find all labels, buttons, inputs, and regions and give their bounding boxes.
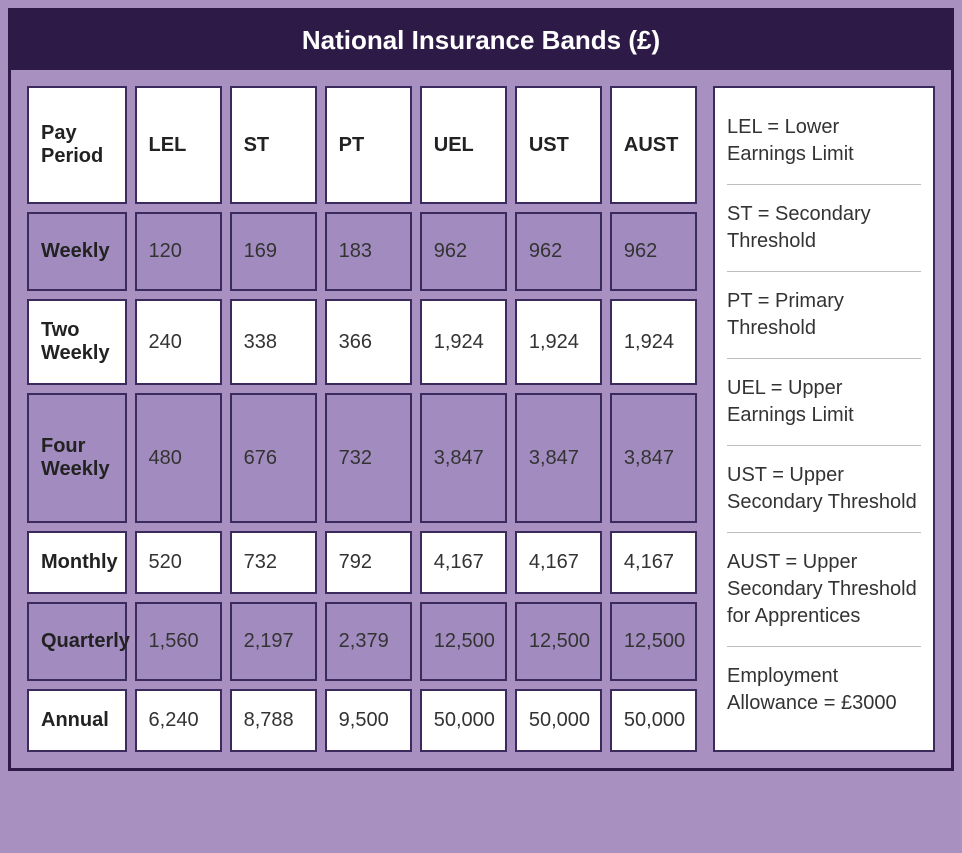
cell: 50,000 bbox=[420, 689, 507, 752]
cell: 120 bbox=[135, 212, 222, 291]
legend-divider bbox=[727, 445, 921, 446]
cell: 50,000 bbox=[610, 689, 697, 752]
cell: 962 bbox=[610, 212, 697, 291]
col-st: ST bbox=[230, 86, 317, 204]
table-body: Weekly 120 169 183 962 962 962 Two Weekl… bbox=[27, 212, 697, 752]
cell: 2,379 bbox=[325, 602, 412, 681]
cell: 12,500 bbox=[610, 602, 697, 681]
row-label: Two Weekly bbox=[27, 299, 127, 385]
cell: 480 bbox=[135, 393, 222, 523]
cell: 6,240 bbox=[135, 689, 222, 752]
cell: 732 bbox=[325, 393, 412, 523]
cell: 732 bbox=[230, 531, 317, 594]
cell: 1,924 bbox=[515, 299, 602, 385]
legend-item: ST = Secondary Threshold bbox=[727, 189, 921, 267]
ni-bands-panel: National Insurance Bands (£) Pay Period … bbox=[8, 8, 954, 771]
col-ust: UST bbox=[515, 86, 602, 204]
legend-divider bbox=[727, 358, 921, 359]
legend-item: Employment Allowance = £3000 bbox=[727, 651, 921, 729]
cell: 183 bbox=[325, 212, 412, 291]
table-row: Weekly 120 169 183 962 962 962 bbox=[27, 212, 697, 291]
cell: 8,788 bbox=[230, 689, 317, 752]
table-row: Monthly 520 732 792 4,167 4,167 4,167 bbox=[27, 531, 697, 594]
cell: 12,500 bbox=[420, 602, 507, 681]
cell: 3,847 bbox=[610, 393, 697, 523]
col-lel: LEL bbox=[135, 86, 222, 204]
cell: 50,000 bbox=[515, 689, 602, 752]
legend-item: AUST = Upper Secondary Threshold for App… bbox=[727, 537, 921, 642]
cell: 366 bbox=[325, 299, 412, 385]
ni-bands-table: Pay Period LEL ST PT UEL UST AUST Weekly… bbox=[19, 78, 705, 760]
table-row: Two Weekly 240 338 366 1,924 1,924 1,924 bbox=[27, 299, 697, 385]
cell: 338 bbox=[230, 299, 317, 385]
cell: 792 bbox=[325, 531, 412, 594]
legend-item: PT = Primary Threshold bbox=[727, 276, 921, 354]
cell: 2,197 bbox=[230, 602, 317, 681]
cell: 4,167 bbox=[420, 531, 507, 594]
legend-divider bbox=[727, 271, 921, 272]
col-pay-period: Pay Period bbox=[27, 86, 127, 204]
panel-content: Pay Period LEL ST PT UEL UST AUST Weekly… bbox=[11, 70, 951, 768]
col-aust: AUST bbox=[610, 86, 697, 204]
row-label: Quarterly bbox=[27, 602, 127, 681]
legend-item: UEL = Upper Earnings Limit bbox=[727, 363, 921, 441]
table-header-row: Pay Period LEL ST PT UEL UST AUST bbox=[27, 86, 697, 204]
table-row: Quarterly 1,560 2,197 2,379 12,500 12,50… bbox=[27, 602, 697, 681]
cell: 1,924 bbox=[420, 299, 507, 385]
cell: 4,167 bbox=[515, 531, 602, 594]
legend-divider bbox=[727, 646, 921, 647]
row-label: Annual bbox=[27, 689, 127, 752]
table-area: Pay Period LEL ST PT UEL UST AUST Weekly… bbox=[19, 78, 705, 760]
cell: 520 bbox=[135, 531, 222, 594]
legend-divider bbox=[727, 532, 921, 533]
cell: 169 bbox=[230, 212, 317, 291]
legend-item: UST = Upper Secondary Threshold bbox=[727, 450, 921, 528]
cell: 1,560 bbox=[135, 602, 222, 681]
table-row: Four Weekly 480 676 732 3,847 3,847 3,84… bbox=[27, 393, 697, 523]
cell: 1,924 bbox=[610, 299, 697, 385]
legend-panel: LEL = Lower Earnings Limit ST = Secondar… bbox=[713, 86, 935, 752]
row-label: Four Weekly bbox=[27, 393, 127, 523]
cell: 12,500 bbox=[515, 602, 602, 681]
cell: 9,500 bbox=[325, 689, 412, 752]
row-label: Monthly bbox=[27, 531, 127, 594]
legend-item: LEL = Lower Earnings Limit bbox=[727, 102, 921, 180]
cell: 962 bbox=[515, 212, 602, 291]
row-label: Weekly bbox=[27, 212, 127, 291]
panel-title: National Insurance Bands (£) bbox=[11, 11, 951, 70]
cell: 240 bbox=[135, 299, 222, 385]
col-pt: PT bbox=[325, 86, 412, 204]
cell: 962 bbox=[420, 212, 507, 291]
legend-divider bbox=[727, 184, 921, 185]
cell: 3,847 bbox=[420, 393, 507, 523]
col-uel: UEL bbox=[420, 86, 507, 204]
cell: 4,167 bbox=[610, 531, 697, 594]
cell: 3,847 bbox=[515, 393, 602, 523]
cell: 676 bbox=[230, 393, 317, 523]
table-row: Annual 6,240 8,788 9,500 50,000 50,000 5… bbox=[27, 689, 697, 752]
